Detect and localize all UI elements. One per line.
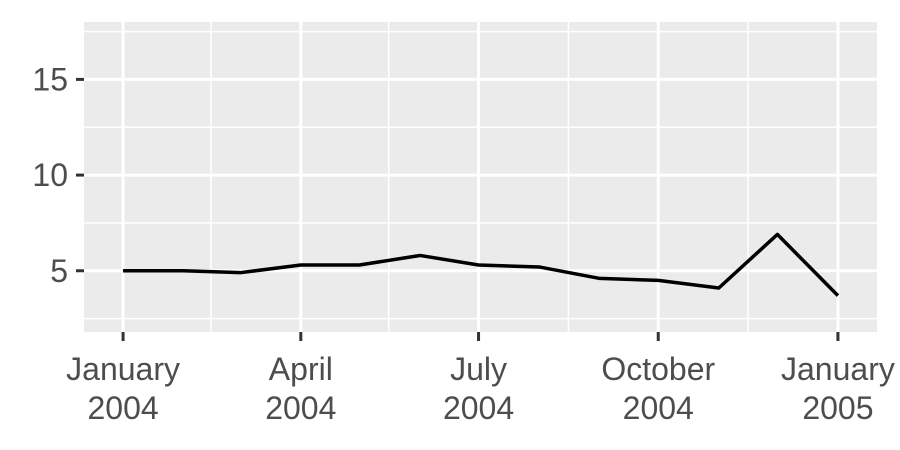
y-tick-label: 10 xyxy=(32,157,68,193)
x-tick-label-month: October xyxy=(601,351,715,387)
x-tick-label-year: 2004 xyxy=(443,390,514,426)
x-tick-label-year: 2005 xyxy=(802,390,873,426)
series-line xyxy=(123,232,840,297)
x-tick-label-year: 2004 xyxy=(623,390,694,426)
series-layer xyxy=(123,232,840,297)
x-axis: January2004April2004July2004October2004J… xyxy=(66,332,895,426)
major-gridlines xyxy=(84,22,877,332)
x-tick-label-year: 2004 xyxy=(87,390,158,426)
x-tick-label-month: January xyxy=(66,351,180,387)
minor-gridlines xyxy=(84,22,877,332)
plot-panel xyxy=(84,22,877,332)
y-axis: 5 10 15 xyxy=(32,61,84,289)
x-tick-label-year: 2004 xyxy=(265,390,336,426)
x-tick-label-month: July xyxy=(450,351,507,387)
y-tick-label: 15 xyxy=(32,61,68,97)
x-tick-label-month: April xyxy=(269,351,333,387)
x-tick-label-month: January xyxy=(781,351,895,387)
y-tick-label: 5 xyxy=(50,253,68,289)
